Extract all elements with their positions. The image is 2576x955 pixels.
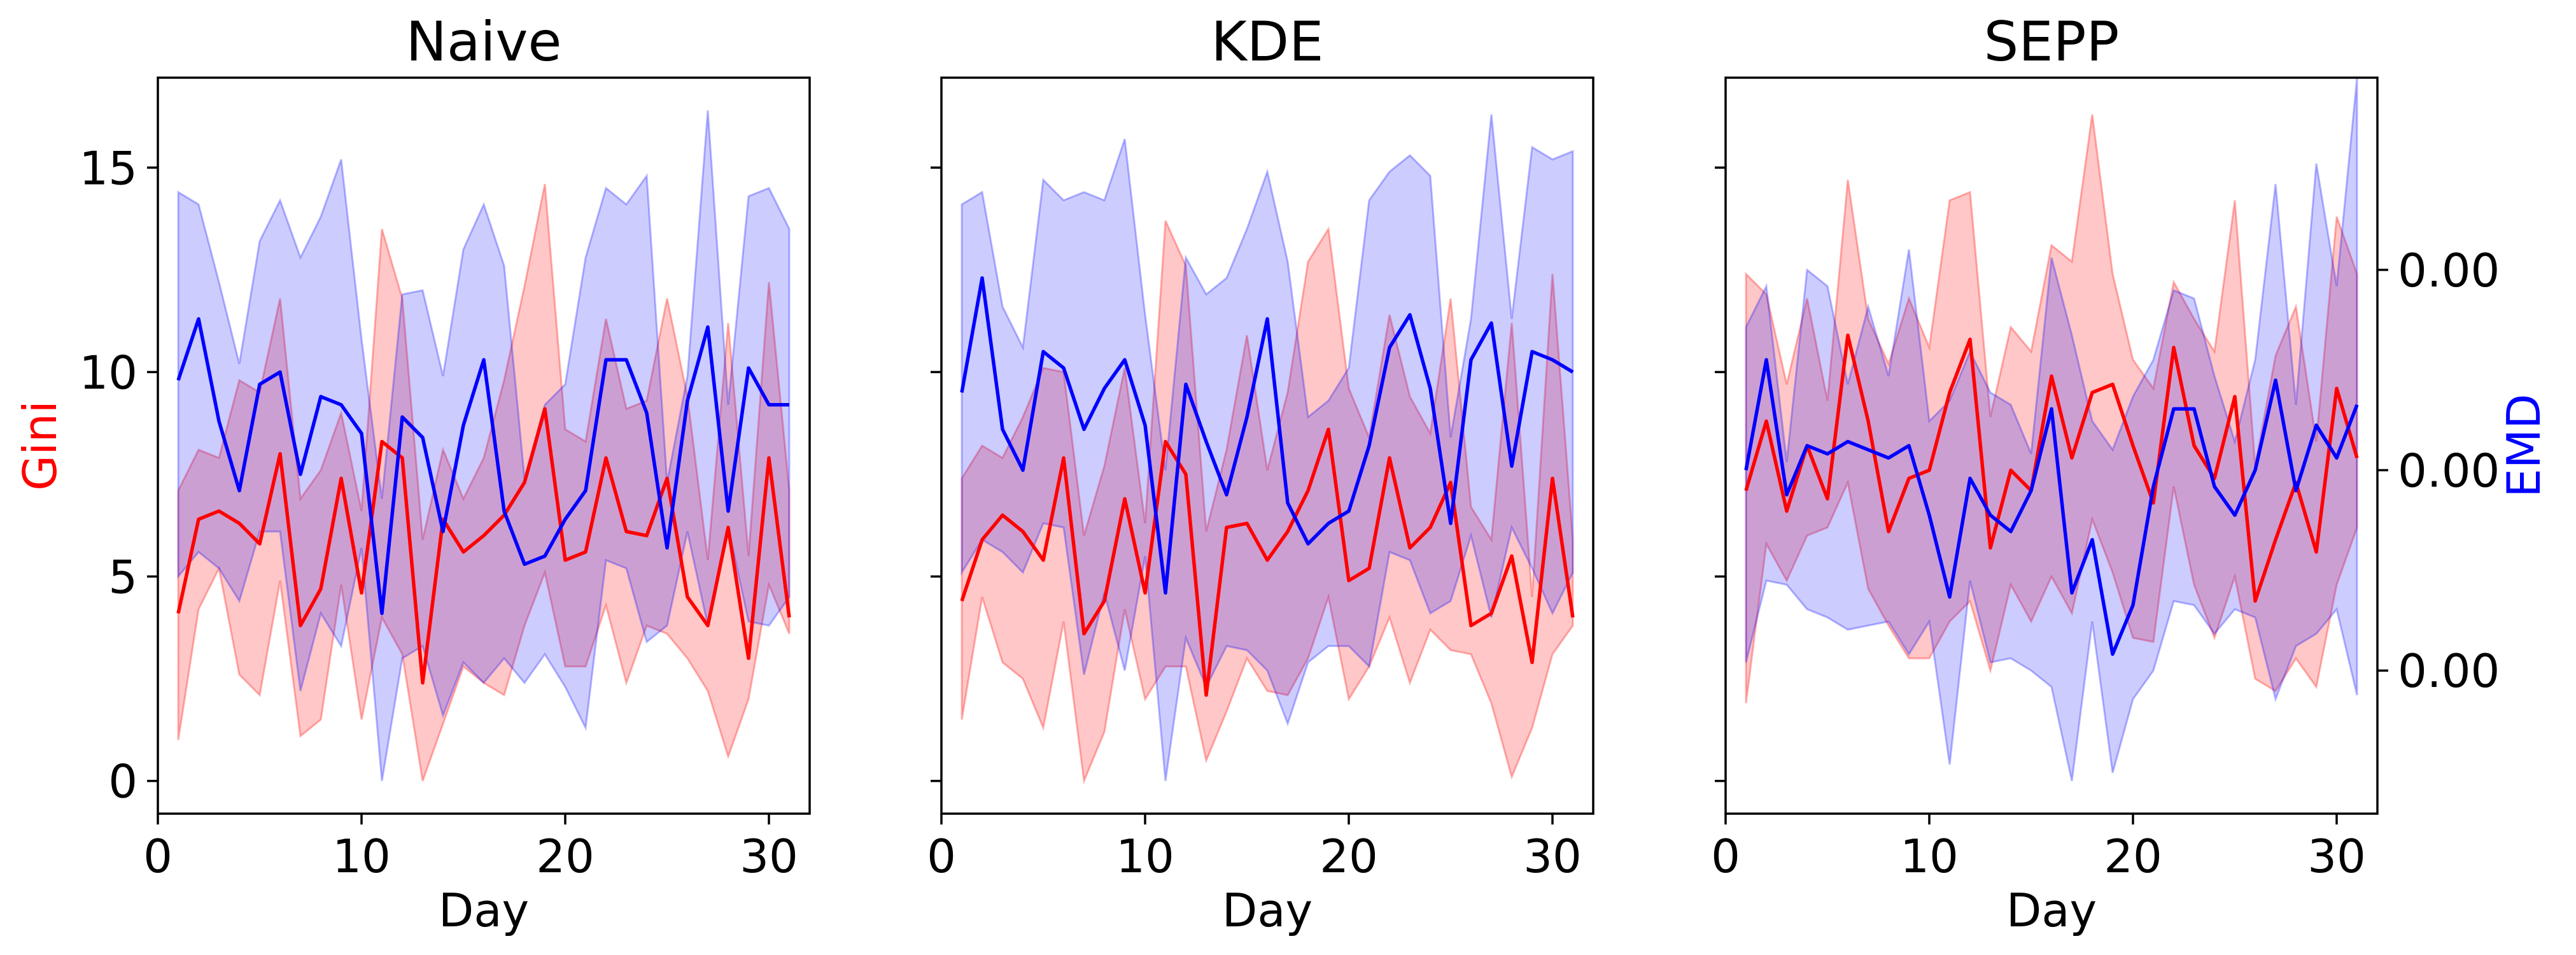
x-tick-label: 20 (1320, 830, 1378, 883)
right-y-tick-label: 0.00 (2398, 244, 2500, 297)
x-tick-label: 30 (2307, 830, 2366, 883)
right-y-tick-label: 0.00 (2398, 644, 2500, 698)
x-tick-label: 20 (2104, 830, 2162, 883)
x-tick-label: 10 (332, 830, 391, 883)
x-axis-label: Day (1222, 884, 1313, 937)
y-tick-label: 5 (108, 551, 137, 604)
panel-naive: 0 10 20 30 0 5 10 15 Naive Day Gini (13, 10, 811, 937)
series-line-red (960, 427, 1575, 697)
x-axis-label: Day (439, 884, 529, 937)
panel-title: SEPP (1984, 10, 2120, 74)
x-tick-label: 0 (927, 830, 956, 883)
y-axis-label: Gini (13, 400, 67, 490)
right-y-tick-label: 0.00 (2398, 444, 2500, 498)
series-line-blue (1744, 358, 2359, 656)
x-tick-label: 10 (1900, 830, 1959, 883)
panel-title: Naive (406, 10, 562, 74)
x-tick-label: 0 (143, 830, 172, 883)
x-tick-label: 30 (1523, 830, 1582, 883)
axes-frame (157, 76, 811, 815)
x-tick-label: 30 (740, 830, 798, 883)
series-line-red (1744, 333, 2359, 603)
x-tick-label: 20 (536, 830, 595, 883)
band-blue (1745, 77, 2358, 781)
series-line-blue (176, 317, 789, 616)
y-tick-label: 15 (79, 141, 137, 195)
series-line-blue (960, 276, 1574, 595)
band-red (961, 220, 1574, 785)
x-axis-label: Day (2006, 884, 2097, 937)
band-red (177, 183, 791, 782)
band-blue (961, 114, 1574, 781)
axes-frame (940, 76, 1594, 815)
band-blue (177, 110, 791, 781)
panel-title: KDE (1211, 10, 1324, 74)
y-tick-label: 10 (79, 346, 137, 399)
panel-sepp: 0 10 20 30 0.00 0.00 0.00 SEPP Day EMD (1711, 10, 2551, 937)
y-tick-label: 0 (108, 755, 137, 809)
right-y-axis-label: EMD (2497, 393, 2551, 497)
panel-kde: 0 10 20 30 KDE Day (927, 10, 1594, 937)
x-tick-label: 0 (1711, 830, 1740, 883)
x-tick-label: 10 (1116, 830, 1174, 883)
series-line-red (176, 407, 791, 685)
axes-frame (1724, 76, 2379, 815)
